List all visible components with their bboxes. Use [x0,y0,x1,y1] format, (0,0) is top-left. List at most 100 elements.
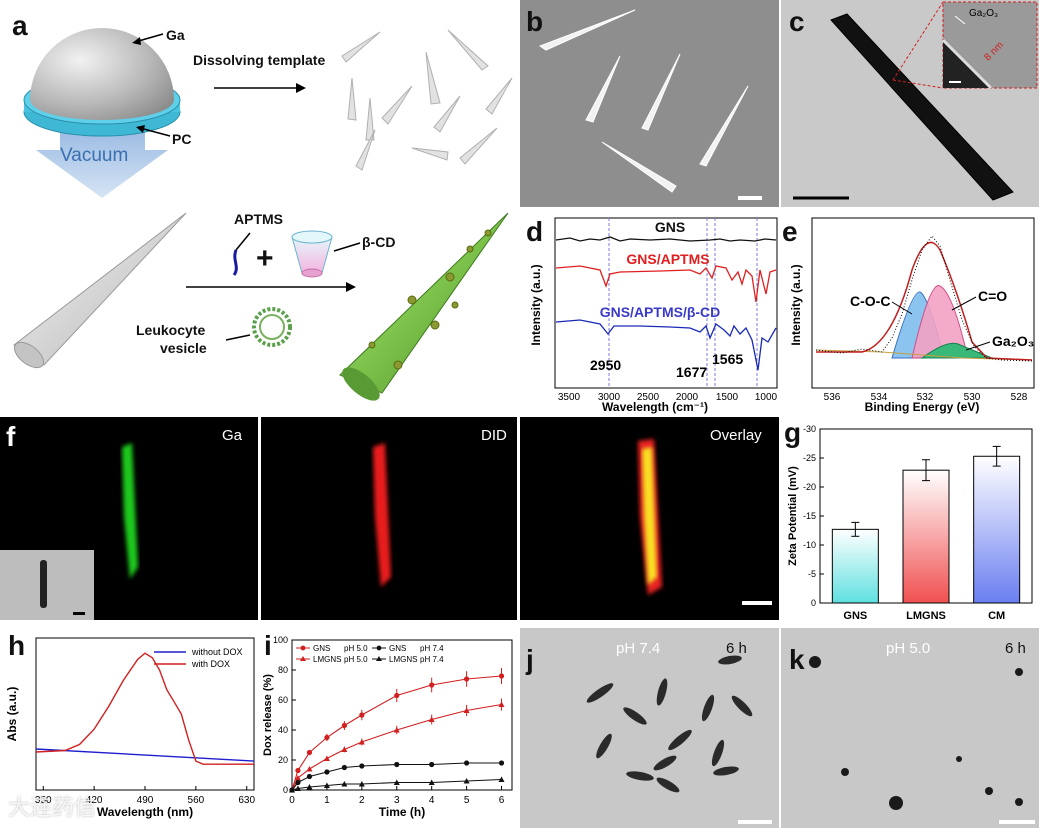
data-point [393,779,400,785]
nanoneedles-intact [586,655,753,793]
xps-co: C=O [978,288,1007,304]
xps-chart: 536 534 532 530 528 Binding Energy (eV) … [789,217,1035,414]
xps-xtick: 528 [1011,392,1028,403]
release-line [291,778,502,791]
x-axis-label: Wavelength (nm) [97,805,193,819]
data-point [429,682,435,688]
data-point [393,727,400,733]
x-tick-label: 5 [464,795,470,806]
xps-coc: C-O-C [850,293,890,309]
release-line [291,703,502,791]
data-point [358,781,365,787]
ga-label: Ga [166,27,185,43]
label-e: e [782,216,798,247]
label-b: b [526,6,544,37]
y-tick-label: 100 [273,635,288,645]
sem-image [538,9,749,193]
vacuum-arrow [36,115,168,198]
data-point [498,776,505,782]
trace-gns [555,236,777,242]
ga-fluorescence [122,443,138,579]
aptms-label: APTMS [234,211,283,227]
xps-fit-envelope [816,241,1033,361]
xps-xtick: 530 [964,392,981,403]
plot-frame [291,639,513,791]
data-point [429,761,435,768]
peak-1565: 1565 [712,351,743,367]
panel-f-ga: f Ga [0,417,258,620]
data-point [498,760,505,766]
data-point [323,782,330,788]
ftir-xtick: 1000 [755,392,778,403]
peak-2950: 2950 [590,357,621,373]
y-tick-label: 80 [278,665,288,675]
panel-f-overlay: Overlay [520,417,779,620]
abs-chart: 350 420 490 560 630 without DOX with DOX Wavele… [5,637,256,819]
label-j: j [526,644,534,675]
legend-label: GNS [313,644,330,653]
dissolving-label: Dissolving template [193,52,326,68]
j-time-label: 6 h [726,640,747,657]
panel-k-micro: k pH 5.0 6 h [781,628,1039,828]
y-axis-label: Zeta Potential (mV) [787,466,799,566]
y-tick-label: 40 [278,725,288,735]
data-point [341,746,348,752]
y-tick-label: -30 [803,424,816,434]
panel-a: a Ga PC Vacuum Dissolving template [0,0,520,205]
data-point [394,692,400,699]
ftir-xtick: 3500 [558,392,581,403]
label-a: a [12,10,28,41]
panel-j-micro: j pH 7.4 6 h [520,628,779,828]
panel-b-sem: b [520,0,779,207]
ftir-chart: 3500 3000 2500 2000 1500 1000 Wavelength… [529,217,778,414]
data-point [306,773,313,780]
x-tick-label: 2 [359,795,365,806]
trace-gns-aptms [555,265,777,303]
label-k: k [789,644,805,675]
nanoneedles [341,29,513,171]
bar-cm [973,455,1021,604]
data-point [341,764,347,771]
did-fluorescence [373,443,391,587]
ga-dome [30,28,174,120]
bar-lmgns [902,469,950,604]
y-tick-label: -5 [808,569,816,579]
label-i: i [264,630,272,661]
data-point [498,701,505,707]
data-point [294,785,301,791]
legend-label: with DOX [191,659,230,669]
xps-ga2o3: Ga₂O₃ [992,333,1034,349]
label-f: f [6,421,16,452]
label-h: h [8,630,26,661]
data-point [341,781,348,787]
x-tick-label: 350 [35,795,52,806]
xps-xlabel: Binding Energy (eV) [865,400,980,414]
f-ga-label: Ga [222,427,243,444]
watermark: 大连药信 [8,795,97,820]
trace-gns-aptms-bcd [555,319,777,371]
label-g: g [784,417,802,448]
data-point [295,767,301,774]
schematic-template [23,28,513,198]
y-tick-label: -25 [803,453,816,463]
panel-f-did: DID [261,417,517,620]
xps-xtick: 534 [871,392,888,403]
data-point [428,716,435,722]
xps-xtick: 532 [917,392,934,403]
panel-a-lower: APTMS + β-CD Leukocyte vesicle [0,205,520,405]
series-line-without-dox [35,748,255,762]
data-point [359,712,365,718]
legend-marker [300,645,306,651]
scale-bar [73,612,85,615]
data-point [464,676,470,682]
ftir-xlabel: Wavelength (cm⁻¹) [602,400,708,414]
data-point [394,761,400,768]
tem-nanoneedle [830,13,1014,201]
ftir-label-gns-aptms-bcd: GNS/APTMS/β-CD [600,304,721,320]
label-d: d [526,216,544,247]
scale-bar [738,196,762,200]
legend-label: GNS [389,644,406,653]
data-point [324,769,330,775]
legend-label: LMGNS [389,655,417,664]
panel-e-xps: 536 534 532 530 528 Binding Energy (eV) … [782,210,1039,415]
